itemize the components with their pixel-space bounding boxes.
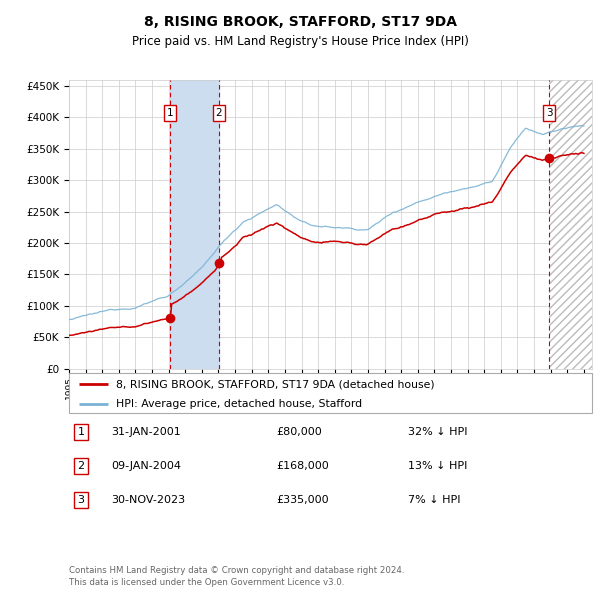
Text: 3: 3: [77, 496, 85, 505]
Text: 3: 3: [546, 108, 553, 118]
Text: 32% ↓ HPI: 32% ↓ HPI: [408, 427, 467, 437]
Bar: [550, 80, 592, 369]
Text: 7% ↓ HPI: 7% ↓ HPI: [408, 496, 461, 505]
Bar: [170, 80, 219, 369]
Text: Contains HM Land Registry data © Crown copyright and database right 2024.
This d: Contains HM Land Registry data © Crown c…: [69, 566, 404, 587]
Text: 31-JAN-2001: 31-JAN-2001: [111, 427, 181, 437]
Text: 2: 2: [215, 108, 222, 118]
Text: Price paid vs. HM Land Registry's House Price Index (HPI): Price paid vs. HM Land Registry's House …: [131, 35, 469, 48]
Text: 1: 1: [77, 427, 85, 437]
Text: 1: 1: [167, 108, 173, 118]
Text: HPI: Average price, detached house, Stafford: HPI: Average price, detached house, Staf…: [116, 399, 362, 409]
Text: 09-JAN-2004: 09-JAN-2004: [111, 461, 181, 471]
Text: 2: 2: [77, 461, 85, 471]
Bar: [550, 80, 592, 369]
Text: £168,000: £168,000: [276, 461, 329, 471]
FancyBboxPatch shape: [69, 373, 592, 413]
Text: 8, RISING BROOK, STAFFORD, ST17 9DA: 8, RISING BROOK, STAFFORD, ST17 9DA: [143, 15, 457, 29]
Text: £80,000: £80,000: [276, 427, 322, 437]
Text: 8, RISING BROOK, STAFFORD, ST17 9DA (detached house): 8, RISING BROOK, STAFFORD, ST17 9DA (det…: [116, 379, 435, 389]
Text: 30-NOV-2023: 30-NOV-2023: [111, 496, 185, 505]
Text: 13% ↓ HPI: 13% ↓ HPI: [408, 461, 467, 471]
Text: £335,000: £335,000: [276, 496, 329, 505]
